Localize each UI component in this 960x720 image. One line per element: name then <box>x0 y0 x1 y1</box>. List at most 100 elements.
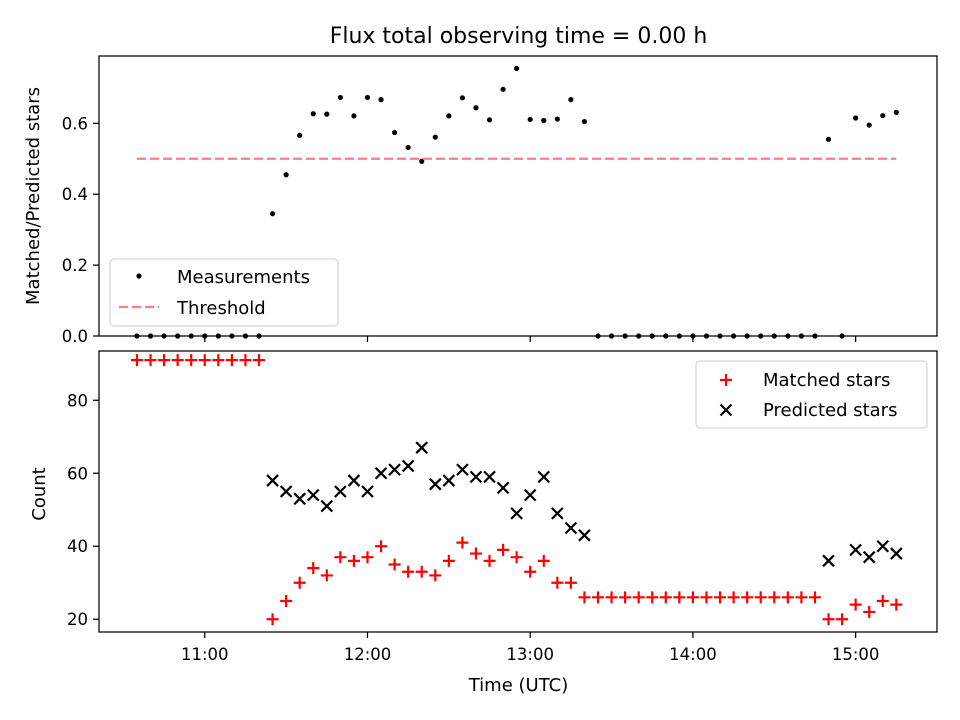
matched-stars-point <box>456 536 469 549</box>
ratio-series-layer <box>134 65 899 339</box>
matched-stars-point <box>375 540 388 553</box>
matched-stars-point <box>347 554 360 567</box>
matched-stars-point <box>741 591 754 604</box>
matched-stars-point <box>537 554 550 567</box>
measurements-point <box>419 158 425 164</box>
matched-stars-point <box>497 543 510 556</box>
matched-stars-point <box>808 591 821 604</box>
predicted-stars-point <box>551 507 564 520</box>
legend-label: Threshold <box>176 298 266 319</box>
matched-stars-point <box>795 591 808 604</box>
matched-stars-point <box>714 591 727 604</box>
matched-stars-point <box>524 565 537 578</box>
matched-stars-point <box>469 547 482 560</box>
predicted-stars-point <box>401 459 415 473</box>
y-tick-label: 20 <box>67 610 88 629</box>
predicted-stars-point <box>293 492 306 506</box>
matched-stars-point <box>605 591 618 604</box>
predicted-stars-point <box>347 474 361 487</box>
predicted-stars-point <box>442 474 456 487</box>
matched-stars-point <box>144 354 157 367</box>
measurements-point <box>310 111 316 117</box>
matched-stars-point <box>320 569 333 582</box>
matched-stars-point <box>483 554 496 567</box>
matched-stars-point <box>266 613 279 626</box>
predicted-stars-point <box>876 539 890 553</box>
matched-stars-point <box>849 598 862 611</box>
matched-stars-point <box>754 591 767 604</box>
matched-stars-point <box>171 354 184 367</box>
predicted-stars-point <box>483 470 496 484</box>
measurements-point <box>351 113 357 119</box>
predicted-stars-point <box>415 441 429 454</box>
x-tick-label: 14:00 <box>669 645 717 664</box>
matched-stars-point <box>646 591 659 604</box>
predicted-stars-point <box>822 554 835 568</box>
matched-stars-point <box>388 558 401 571</box>
ratio-plot-frame <box>98 55 938 337</box>
x-tick-label: 12:00 <box>344 645 392 664</box>
predicted-stars-point <box>361 485 374 498</box>
legend-predicted-marker <box>719 403 733 417</box>
measurements-point <box>269 211 276 217</box>
predicted-stars-point <box>334 485 347 498</box>
y-tick-label: 40 <box>67 537 88 556</box>
predicted-stars-point <box>429 477 442 491</box>
x-axis-label: Time (UTC) <box>468 675 569 696</box>
measurements-point <box>554 116 560 122</box>
matched-stars-point <box>727 591 740 604</box>
matched-stars-point <box>876 594 889 607</box>
matched-stars-point <box>442 554 455 567</box>
matched-stars-point <box>673 591 686 604</box>
measurements-point <box>432 134 438 140</box>
predicted-stars-point <box>279 485 293 498</box>
legend-frame <box>109 258 339 327</box>
matched-stars-point <box>510 551 523 564</box>
legend-label: Matched stars <box>763 370 890 391</box>
ratio-axes: 0.0 0.2 0.4 0.6 <box>62 114 857 346</box>
predicted-stars-point <box>523 488 537 502</box>
matched-stars-point <box>307 562 320 575</box>
legend-measurements-marker <box>136 273 142 279</box>
predicted-stars-point <box>469 470 483 484</box>
matched-stars-point <box>253 354 266 367</box>
predicted-stars-point <box>890 547 903 560</box>
legend-label: Measurements <box>177 267 310 288</box>
predicted-stars-point <box>510 507 523 520</box>
measurements-point <box>446 113 452 119</box>
matched-stars-point <box>564 576 577 589</box>
measurements-point <box>364 94 371 101</box>
measurements-point <box>405 144 411 151</box>
matched-stars-point <box>632 591 645 604</box>
ratio-y-axis-label: Matched/Predicted stars <box>23 87 44 305</box>
matched-stars-point <box>185 354 198 367</box>
legend-matched-marker <box>720 374 732 386</box>
matched-stars-point <box>158 354 171 367</box>
x-tick-label: 15:00 <box>832 645 880 664</box>
predicted-stars-point <box>537 470 551 484</box>
ratio-legend: Measurements Threshold <box>109 258 339 327</box>
measurements-point <box>473 105 479 111</box>
predicted-stars-point <box>266 474 279 487</box>
matched-stars-point <box>863 605 876 618</box>
predicted-stars-point <box>306 488 320 502</box>
matched-stars-point <box>415 565 428 578</box>
x-tick-label: 13:00 <box>506 645 554 664</box>
predicted-stars-point <box>564 521 578 535</box>
measurements-point <box>324 111 330 117</box>
matched-stars-point <box>239 354 252 367</box>
measurements-point <box>297 132 303 138</box>
y-tick-label: 80 <box>67 391 88 410</box>
matched-stars-point <box>659 591 672 604</box>
x-tick-label: 11:00 <box>181 645 229 664</box>
measurements-point <box>880 112 886 119</box>
predicted-stars-point <box>849 543 862 557</box>
chart-title: Flux total observing time = 0.00 h <box>330 24 708 49</box>
matched-stars-point <box>334 551 347 564</box>
count-axes: 20 40 60 80 11:00 12:00 13:00 14:00 15:00 <box>67 391 879 664</box>
predicted-stars-point <box>862 550 876 564</box>
ratio-panel: 0.0 0.2 0.4 0.6 Matched/Predicted stars Mea… <box>23 55 938 346</box>
predicted-stars-point <box>496 481 510 495</box>
